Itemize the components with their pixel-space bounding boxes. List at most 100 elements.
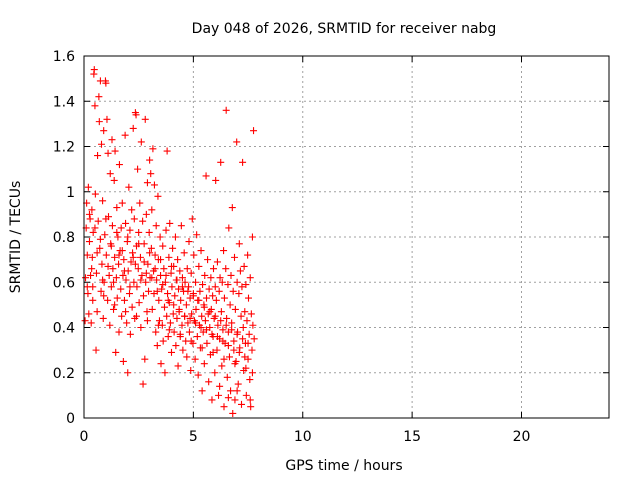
data-point	[88, 265, 96, 273]
data-point	[222, 321, 230, 329]
y-tick-label: 0	[66, 411, 75, 427]
data-point	[108, 136, 116, 144]
data-point	[246, 396, 254, 404]
data-point	[149, 145, 157, 153]
data-point	[86, 215, 94, 223]
data-point	[195, 262, 203, 270]
data-point	[114, 233, 122, 241]
data-point	[183, 353, 191, 361]
data-point	[84, 183, 92, 191]
data-point	[102, 251, 110, 259]
y-tick-label: 0.2	[53, 366, 75, 382]
data-point	[244, 251, 252, 259]
data-point	[219, 337, 227, 345]
data-point	[242, 281, 250, 289]
data-point	[141, 115, 149, 123]
data-point	[192, 305, 200, 313]
data-point	[206, 308, 214, 316]
data-point	[220, 355, 228, 363]
data-point	[205, 378, 213, 386]
data-point	[173, 276, 181, 284]
data-point	[129, 124, 137, 132]
data-point	[145, 228, 153, 236]
data-point	[134, 165, 142, 173]
data-point	[130, 215, 138, 223]
data-point	[104, 149, 112, 157]
data-point	[177, 222, 185, 230]
data-point	[246, 376, 254, 384]
data-point	[156, 233, 164, 241]
data-point	[200, 303, 208, 311]
data-point	[126, 330, 134, 338]
data-point	[213, 258, 221, 266]
data-point	[83, 283, 91, 291]
data-point	[165, 253, 173, 261]
data-point	[248, 233, 256, 241]
data-point	[90, 66, 98, 74]
data-point	[230, 337, 238, 345]
data-point	[235, 290, 243, 298]
data-point	[93, 308, 101, 316]
data-point	[192, 319, 200, 327]
data-point	[119, 271, 127, 279]
data-point	[94, 217, 102, 225]
x-tick-label: 10	[294, 429, 312, 445]
data-point	[89, 296, 97, 304]
data-point	[220, 294, 228, 302]
data-point	[201, 271, 209, 279]
y-tick-label: 0.8	[53, 230, 75, 246]
data-point	[92, 346, 100, 354]
data-point	[201, 317, 209, 325]
y-tick-label: 0.4	[53, 321, 75, 337]
grid-lines	[84, 56, 609, 418]
data-point	[181, 312, 189, 320]
data-point	[153, 276, 161, 284]
data-point	[168, 348, 175, 356]
data-point	[179, 346, 187, 354]
data-point	[182, 301, 190, 309]
data-point	[163, 147, 171, 155]
data-point	[98, 140, 105, 148]
data-point	[154, 321, 162, 329]
data-points	[81, 66, 258, 417]
data-point	[145, 287, 153, 295]
data-point	[168, 262, 175, 270]
data-point	[85, 310, 93, 318]
data-point	[193, 333, 201, 341]
data-point	[155, 296, 163, 304]
data-point	[203, 339, 211, 347]
data-point	[186, 314, 194, 322]
data-point	[233, 278, 241, 286]
data-point	[148, 305, 156, 313]
data-point	[161, 369, 169, 377]
data-point	[82, 274, 90, 282]
data-point	[110, 176, 118, 184]
data-point	[113, 204, 121, 212]
data-point	[106, 321, 114, 329]
y-tick-label: 0.6	[53, 275, 75, 291]
data-point	[88, 253, 96, 261]
data-point	[215, 287, 223, 295]
data-point	[107, 283, 115, 291]
data-point	[190, 251, 198, 259]
data-point	[168, 283, 176, 291]
data-point	[163, 312, 171, 320]
data-point	[238, 400, 245, 408]
x-axis-ticks: 0 5 10 15 20	[80, 56, 530, 445]
data-point	[146, 156, 154, 164]
data-point	[233, 387, 241, 395]
data-point	[158, 285, 166, 293]
data-point	[175, 308, 183, 316]
data-point	[239, 335, 247, 343]
data-point	[136, 199, 144, 207]
data-point	[228, 204, 236, 212]
data-point	[88, 206, 96, 214]
data-point	[85, 238, 93, 246]
data-point	[133, 283, 141, 291]
data-point	[99, 197, 107, 205]
y-tick-label: 1.6	[53, 49, 75, 65]
data-point	[91, 102, 99, 110]
data-point	[178, 283, 186, 291]
data-point	[174, 256, 182, 264]
data-point	[144, 260, 152, 268]
